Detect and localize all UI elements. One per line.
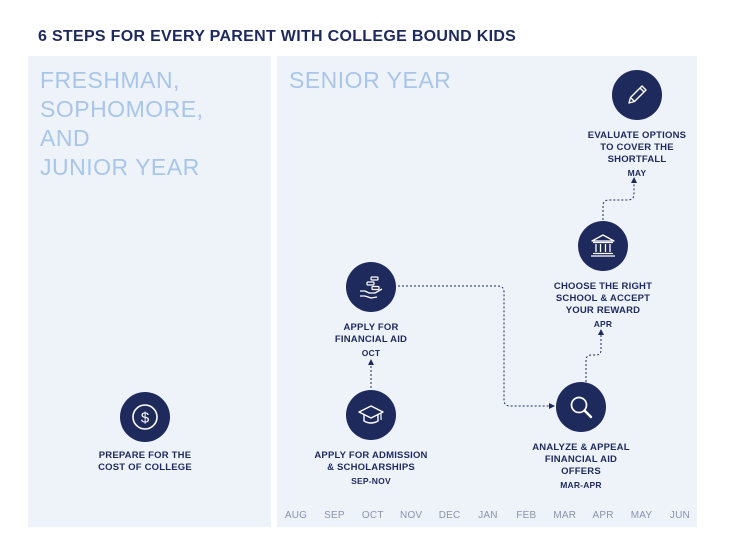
month-label: OCT [361, 510, 384, 521]
step-label: CHOOSE THE RIGHT SCHOOL & ACCEPT YOUR RE… [553, 281, 653, 316]
connector-analyze-to-choose [585, 329, 604, 382]
step-label: ANALYZE & APPEAL FINANCIAL AID OFFERS [532, 442, 630, 477]
step-date: SEP-NOV [351, 476, 391, 486]
month-label: MAY [630, 510, 653, 521]
panel-freshman-junior [28, 56, 271, 527]
connector-aid-to-analyze [398, 285, 555, 409]
step-label: APPLY FOR ADMISSION & SCHOLARSHIPS [314, 450, 428, 473]
graduation-cap-icon [358, 405, 384, 424]
step-date: MAR-APR [560, 480, 602, 490]
step-date: MAY [627, 168, 647, 178]
step-evaluate-options: EVALUATE OPTIONS TO COVER THE SHORTFALL … [562, 70, 712, 178]
step-icon-circle [612, 70, 662, 120]
step-icon-circle [346, 262, 396, 312]
dollar-coin-icon: $ [132, 404, 158, 430]
magnifier-icon [570, 396, 593, 419]
month-label: NOV [400, 510, 423, 521]
step-choose-school: CHOOSE THE RIGHT SCHOOL & ACCEPT YOUR RE… [528, 221, 678, 329]
step-label: APPLY FOR FINANCIAL AID [334, 322, 408, 345]
svg-text:$: $ [141, 410, 150, 427]
freshman-junior-heading: FRESHMAN, SOPHOMORE, AND JUNIOR YEAR [40, 66, 203, 182]
pencil-icon [628, 85, 647, 104]
hand-money-icon [360, 276, 383, 299]
step-date: APR [593, 319, 613, 329]
month-label: SEP [324, 510, 345, 521]
step-label: EVALUATE OPTIONS TO COVER THE SHORTFALL [587, 130, 687, 165]
month-axis: AUG SEP OCT NOV DEC JAN FEB MAR APR MAY … [281, 510, 695, 521]
month-label: AUG [284, 510, 308, 521]
step-icon-circle [556, 382, 606, 432]
month-label: JAN [478, 510, 498, 521]
month-label: MAR [553, 510, 577, 521]
step-label: PREPARE FOR THE COST OF COLLEGE [98, 450, 192, 473]
step-date: OCT [361, 348, 381, 358]
month-label: JUN [669, 510, 690, 521]
heading-line: AND [40, 125, 91, 151]
step-apply-admission: APPLY FOR ADMISSION & SCHOLARSHIPS SEP-N… [296, 390, 446, 486]
connector-choose-to-evaluate [602, 177, 637, 220]
month-label: DEC [438, 510, 461, 521]
institution-icon [591, 234, 615, 257]
senior-year-heading: SENIOR YEAR [289, 67, 452, 93]
heading-line: JUNIOR YEAR [40, 154, 200, 180]
step-icon-circle [578, 221, 628, 271]
month-label: FEB [516, 510, 537, 521]
heading-line: SOPHOMORE, [40, 96, 204, 122]
step-prepare-cost: $ PREPARE FOR THE COST OF COLLEGE [70, 392, 220, 474]
step-icon-circle [346, 390, 396, 440]
step-apply-financial-aid: APPLY FOR FINANCIAL AID OCT [296, 262, 446, 358]
step-icon-circle: $ [120, 392, 170, 442]
page-title: 6 STEPS FOR EVERY PARENT WITH COLLEGE BO… [38, 28, 517, 45]
step-analyze-appeal: ANALYZE & APPEAL FINANCIAL AID OFFERS MA… [506, 382, 656, 490]
heading-line: FRESHMAN, [40, 67, 180, 93]
month-label: APR [592, 510, 614, 521]
